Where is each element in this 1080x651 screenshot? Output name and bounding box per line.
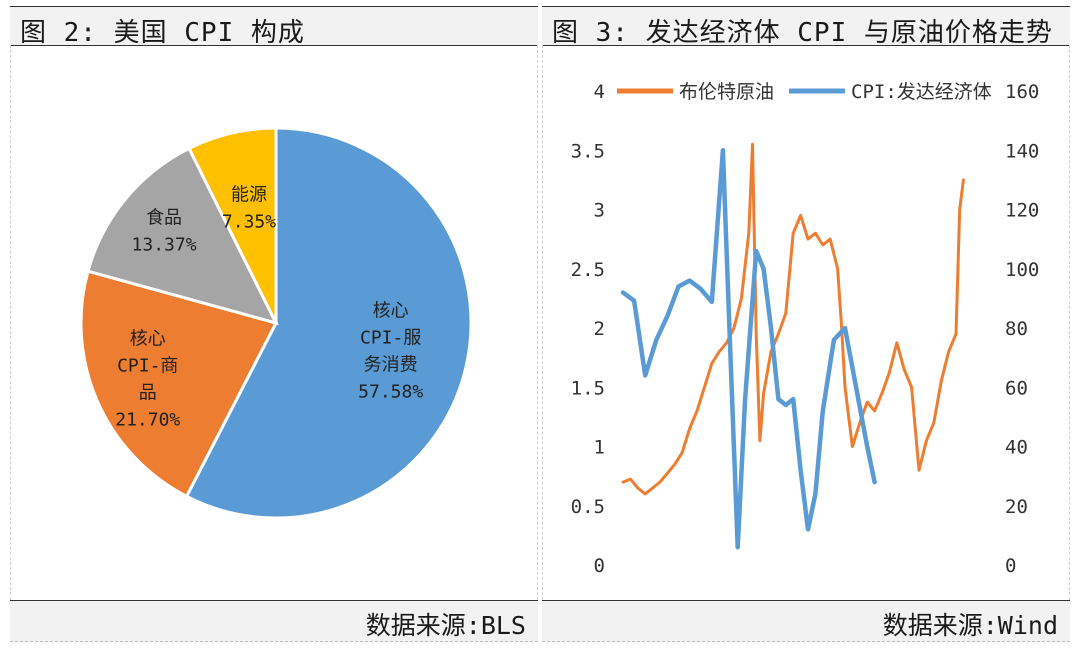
pie-category-label: CPI-商 <box>117 356 178 377</box>
y-left-tick-label: 2.5 <box>571 259 605 281</box>
y-right-tick-label: 140 <box>1005 140 1039 162</box>
y-left-tick-label: 0.5 <box>571 496 605 518</box>
y-left-tick-label: 1 <box>594 437 605 459</box>
pie-category-label: 品 <box>139 383 157 404</box>
pie-slice <box>184 126 473 520</box>
y-left-tick-label: 4 <box>594 81 605 103</box>
y-right-tick-label: 60 <box>1005 377 1028 399</box>
pie-category-label: 务消费 <box>364 354 418 375</box>
pie-category-label: 能源 <box>231 185 267 206</box>
y-right-tick-label: 100 <box>1005 259 1039 281</box>
legend-entry-cpi: CPI:发达经济体 <box>851 81 992 103</box>
legend-entry-brent: 布伦特原油 <box>679 81 774 103</box>
source-note: 数据来源:Wind <box>882 611 1058 640</box>
source-bar: 数据来源:BLS <box>10 600 538 642</box>
source-bar: 数据来源:Wind <box>542 600 1070 642</box>
y-left-tick-label: 3.5 <box>571 140 605 162</box>
pie-chart-panel: 图 2: 美国 CPI 构成 核心 CPI-服务消费 57.58% 核心 CPI-商品 2… <box>10 0 538 651</box>
pie-category-label: 食品 <box>146 207 182 228</box>
pie-category-label: 核心 <box>373 300 409 321</box>
pie-category-label: CPI-服 <box>360 327 421 348</box>
pie-plot-area: 核心 CPI-服务消费 57.58% 核心 CPI-商品 21.70% 食品 13.37% 能源… <box>10 45 538 600</box>
y-right-tick-label: 120 <box>1005 200 1039 222</box>
chart-title-bar: 图 2: 美国 CPI 构成 <box>10 6 538 48</box>
cpi-series-line <box>620 148 877 550</box>
chart-title: 图 3: 发达经济体 CPI 与原油价格走势 <box>552 18 1053 48</box>
line-chart: 00.511.522.533.54020406080100120140160布伦… <box>571 81 1040 577</box>
pie-value-label: 57.58% <box>358 381 423 402</box>
pie-category-label: 核心 <box>130 329 166 350</box>
pie-slice <box>79 269 279 499</box>
pie-value-label: 13.37% <box>132 234 197 255</box>
y-right-tick-label: 0 <box>1005 555 1016 577</box>
y-left-tick-label: 0 <box>594 555 605 577</box>
y-left-tick-label: 2 <box>594 318 605 340</box>
chart-title: 图 2: 美国 CPI 构成 <box>20 18 305 48</box>
y-left-tick-label: 1.5 <box>571 377 605 399</box>
line-plot-area: 0 0.5 1 1.5 2 2.5 3 3.5 4 0 20 40 60 80 100 120 140 160 布伦… <box>542 45 1070 600</box>
y-right-tick-label: 40 <box>1005 437 1028 459</box>
source-note: 数据来源:BLS <box>365 611 526 640</box>
y-left-tick-label: 3 <box>594 200 605 222</box>
pie-slice <box>86 146 279 326</box>
pie-slice <box>187 126 278 324</box>
line-chart-panel: 图 3: 发达经济体 CPI 与原油价格走势 0 0.5 1 1.5 2 2.5 3 3.5 4… <box>542 0 1070 651</box>
y-right-tick-label: 160 <box>1005 81 1039 103</box>
y-right-tick-label: 20 <box>1005 496 1028 518</box>
y-right-tick-label: 80 <box>1005 318 1028 340</box>
pie-value-label: 7.35% <box>222 212 276 233</box>
brent-oil-series-line <box>621 142 965 496</box>
chart-title-bar: 图 3: 发达经济体 CPI 与原油价格走势 <box>542 6 1070 48</box>
pie-value-label: 21.70% <box>115 410 180 431</box>
